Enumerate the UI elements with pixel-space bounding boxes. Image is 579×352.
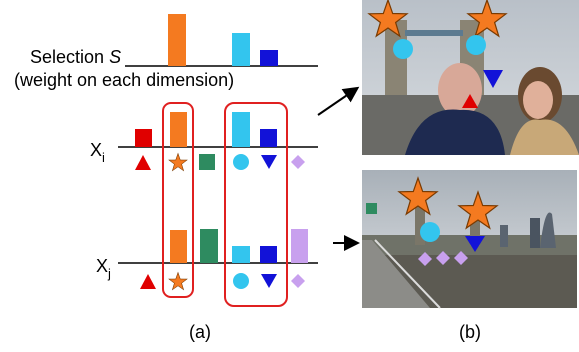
bar [291,229,308,263]
selection-label: Selection S [30,47,121,67]
bar [260,246,277,263]
down-triangle [261,274,277,288]
bar [232,33,250,66]
circle [233,273,249,289]
figure: Selection S (weight on each dimension) X… [0,0,579,352]
bar [260,50,278,66]
bar [170,230,187,263]
bar [232,112,250,147]
row-label: Xj [96,256,111,281]
star [169,154,187,171]
circle [233,154,249,170]
down-triangle [261,155,277,169]
square [199,154,215,170]
arrow [318,89,356,115]
photo [362,0,579,155]
panel-label: (a) [189,322,211,342]
panel-label: (b) [459,322,481,342]
bar [135,129,152,147]
row-label: Xi [90,140,105,165]
bar [232,246,250,263]
triangle [140,274,156,289]
star [169,273,187,290]
bar [168,14,186,66]
selection-note: (weight on each dimension) [14,70,234,90]
diamond [291,155,305,169]
triangle [135,155,151,170]
bar [200,229,218,263]
photo [362,170,577,308]
bar [260,129,277,147]
bar [170,112,187,147]
diamond [291,274,305,288]
